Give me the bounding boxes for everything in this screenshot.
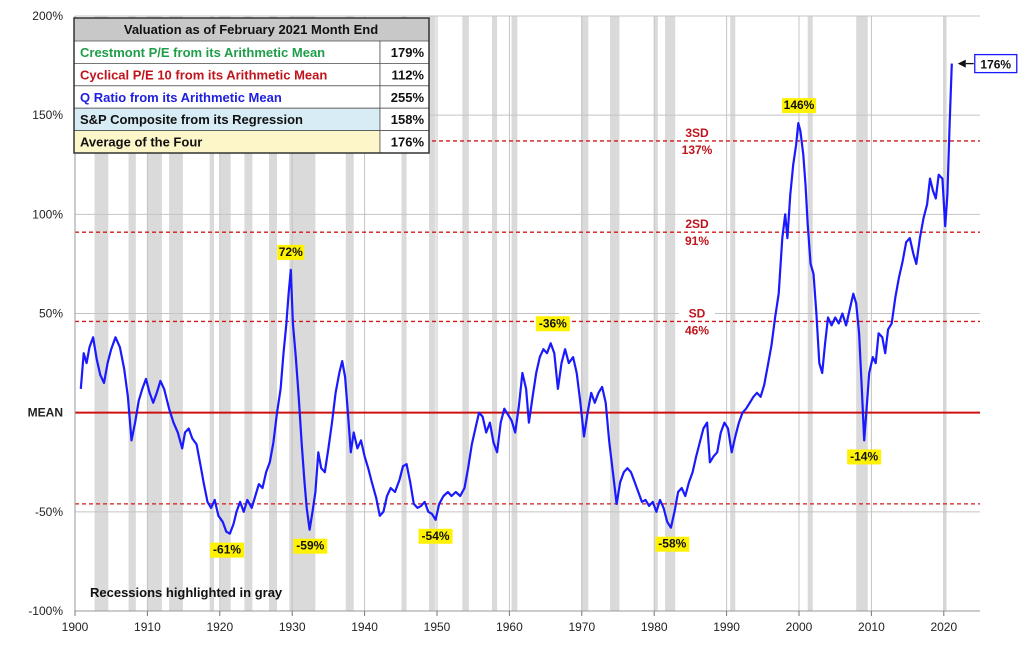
y-tick-label-6: -100% (28, 604, 63, 618)
x-tick-label-12: 2020 (930, 620, 957, 634)
legend-row-label-3: S&P Composite from its Regression (80, 112, 303, 127)
callout-bg-2 (293, 538, 328, 554)
legend-row-value-4: 176% (391, 135, 425, 150)
ref-label-top-1: 2SD (685, 217, 709, 231)
ref-label-bg-1 (679, 217, 715, 231)
x-tick-label-4: 1940 (351, 620, 378, 634)
x-tick-label-3: 1930 (279, 620, 306, 634)
legend-table: Valuation as of February 2021 Month End … (73, 17, 430, 154)
legend-rows: Crestmont P/E from its Arithmetic Mean 17… (73, 40, 430, 154)
callout-bg-7 (847, 449, 882, 465)
latest-value-box (974, 53, 1018, 74)
series-lines (79, 63, 953, 535)
legend-row-value-0: 179% (391, 45, 425, 60)
callout-bg-4 (535, 316, 570, 332)
x-tick-label-5: 1950 (424, 620, 451, 634)
callout-bg-0 (277, 244, 305, 260)
ref-value-bg-1 (679, 234, 715, 248)
series-line-0 (79, 63, 953, 535)
x-tick-label-0: 1900 (62, 620, 89, 634)
ref-label-bottom-2: 46% (685, 323, 709, 337)
legend-header: Valuation as of February 2021 Month End (124, 22, 378, 37)
callout-label-6: 146% (784, 98, 815, 112)
x-tick-label-9: 1990 (713, 620, 740, 634)
callout-label-7: -14% (850, 449, 878, 463)
legend-header-bg (74, 18, 429, 41)
callout-bg-5 (655, 536, 690, 552)
x-tick-label-10: 2000 (786, 620, 813, 634)
x-tick-label-7: 1970 (568, 620, 595, 634)
ref-label-bg-0 (679, 125, 715, 139)
callout-label-2: -59% (296, 539, 324, 553)
legend-row-label-2: Q Ratio from its Arithmetic Mean (80, 90, 282, 105)
y-tick-label-4: MEAN (28, 406, 63, 420)
latest-value-label: 176% (980, 58, 1011, 72)
callout-bg-6 (782, 98, 816, 114)
y-tick-label-2: 100% (32, 207, 63, 221)
x-tick-label-6: 1960 (496, 620, 523, 634)
latest-arrow-icon (957, 59, 966, 68)
y-tick-label-0: 200% (32, 9, 63, 23)
callout-bg-1 (210, 542, 245, 558)
callout-label-0: 72% (279, 245, 303, 259)
callouts: 72% -61% -59% -54% -36% -58% 146% -14% 176% (210, 53, 1018, 558)
y-tick-label-5: -50% (35, 505, 63, 519)
callout-label-5: -58% (658, 537, 686, 551)
legend-row-value-2: 255% (391, 90, 425, 105)
x-tick-label-11: 2010 (858, 620, 885, 634)
legend-row-value-1: 112% (391, 67, 424, 82)
y-tick-label-1: 150% (32, 108, 63, 122)
callout-label-3: -54% (422, 529, 450, 543)
recession-note: Recessions highlighted in gray (90, 585, 283, 600)
callout-label-1: -61% (213, 543, 241, 557)
ref-value-bg-0 (679, 142, 715, 156)
y-tick-label-3: 50% (39, 307, 63, 321)
x-tick-label-1: 1910 (134, 620, 161, 634)
legend-row-label-0: Crestmont P/E from its Arithmetic Mean (80, 45, 325, 60)
ref-label-bg-2 (679, 306, 715, 320)
legend-row-label-4: Average of the Four (80, 135, 202, 150)
ref-label-bottom-0: 137% (682, 143, 713, 157)
legend-frame (73, 17, 430, 154)
legend-row-label-1: Cyclical P/E 10 from its Arithmetic Mean (80, 67, 327, 82)
x-tick-label-8: 1980 (641, 620, 668, 634)
axes: 1900 1910 1920 1930 1940 1950 1960 1970 1980 1990… (28, 9, 980, 634)
x-tick-label-2: 1920 (206, 620, 233, 634)
legend-row-value-3: 158% (391, 112, 425, 127)
callout-bg-3 (418, 528, 453, 544)
ref-label-top-0: 3SD (685, 126, 709, 140)
ref-value-bg-2 (679, 323, 715, 337)
ref-label-bottom-1: 91% (685, 234, 709, 248)
ref-label-top-2: SD (689, 306, 706, 320)
callout-label-4: -36% (539, 316, 567, 330)
